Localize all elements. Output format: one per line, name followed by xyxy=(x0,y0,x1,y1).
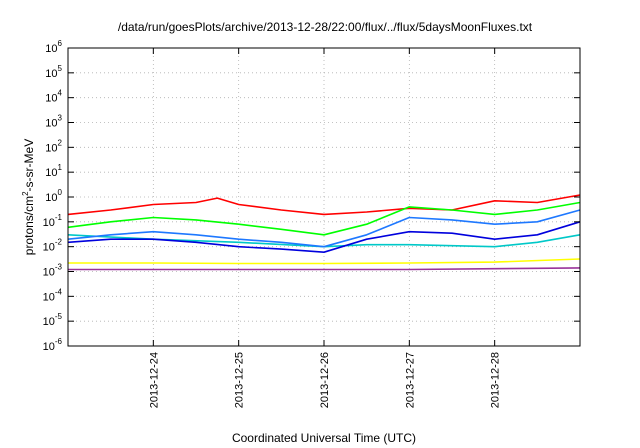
y-tick-base: 10 xyxy=(45,43,57,55)
y-tick-label: 100 xyxy=(45,188,62,204)
y-tick-labels: 10610510410310210110010-110-210-310-410-… xyxy=(43,39,63,353)
y-axis-label: protons/cm2-s-sr-MeV xyxy=(21,139,36,255)
x-tick-label: 2013-12-27 xyxy=(404,352,416,408)
y-tick-base: 10 xyxy=(43,316,55,328)
y-tick-base: 10 xyxy=(43,242,55,254)
y-tick-label: 103 xyxy=(45,114,62,130)
y-tick-label: 10-1 xyxy=(43,213,63,229)
y-tick-exp: 0 xyxy=(58,188,63,197)
y-tick-base: 10 xyxy=(45,118,57,130)
y-axis-label-sup: 2 xyxy=(21,191,30,196)
series-line-3 xyxy=(67,234,581,248)
y-tick-exp: 6 xyxy=(58,39,63,48)
y-tick-base: 10 xyxy=(43,341,55,353)
y-tick-label: 10-3 xyxy=(43,263,63,279)
y-tick-exp: -1 xyxy=(55,213,63,222)
y-tick-exp: -6 xyxy=(55,337,63,346)
series-line-5 xyxy=(67,221,581,253)
y-tick-exp: -5 xyxy=(55,312,63,321)
y-tick-exp: 2 xyxy=(58,138,63,147)
tick-marks xyxy=(68,47,580,347)
series-line-6 xyxy=(68,258,581,265)
y-tick-base: 10 xyxy=(45,167,57,179)
y-tick-base: 10 xyxy=(43,267,55,279)
y-axis-label-rest: -s-sr-MeV xyxy=(22,139,36,192)
y-tick-label: 10-6 xyxy=(43,337,63,353)
grid-lines xyxy=(68,48,580,346)
y-tick-exp: -4 xyxy=(55,287,63,296)
y-tick-base: 10 xyxy=(43,217,55,229)
y-tick-label: 10-2 xyxy=(43,238,63,254)
x-tick-label: 2013-12-26 xyxy=(319,352,331,408)
x-tick-labels: 2013-12-24 2013-12-25 2013-12-26 2013-12-27… xyxy=(148,352,501,408)
y-tick-label: 102 xyxy=(45,138,62,154)
series-line-1 xyxy=(67,194,581,216)
y-tick-base: 10 xyxy=(45,192,57,204)
y-tick-label: 10-5 xyxy=(43,312,63,328)
y-tick-base: 10 xyxy=(45,68,57,80)
y-tick-base: 10 xyxy=(45,142,57,154)
series-line-4 xyxy=(67,209,581,248)
y-tick-label: 101 xyxy=(45,163,62,179)
x-tick-label: 2013-12-25 xyxy=(234,352,246,408)
y-tick-label: 105 xyxy=(45,64,62,80)
y-tick-exp: 3 xyxy=(58,114,63,123)
series-line-7 xyxy=(68,267,581,271)
series-layer xyxy=(67,194,581,271)
y-tick-exp: 1 xyxy=(58,163,63,172)
chart-title: /data/run/goesPlots/archive/2013-12-28/2… xyxy=(118,20,533,34)
y-tick-label: 106 xyxy=(45,39,62,55)
y-tick-exp: 5 xyxy=(58,64,63,73)
x-axis-label: Coordinated Universal Time (UTC) xyxy=(232,431,416,445)
x-tick-label: 2013-12-28 xyxy=(490,352,502,408)
y-axis-label-base: protons/cm xyxy=(22,196,36,255)
series-line-2 xyxy=(67,201,581,236)
y-tick-label: 10-4 xyxy=(43,287,63,303)
y-tick-label: 104 xyxy=(45,89,62,105)
y-tick-base: 10 xyxy=(43,291,55,303)
y-tick-exp: 4 xyxy=(58,89,63,98)
y-tick-exp: -3 xyxy=(55,263,63,272)
x-tick-label: 2013-12-24 xyxy=(148,352,160,408)
y-tick-exp: -2 xyxy=(55,238,63,247)
y-tick-base: 10 xyxy=(45,93,57,105)
